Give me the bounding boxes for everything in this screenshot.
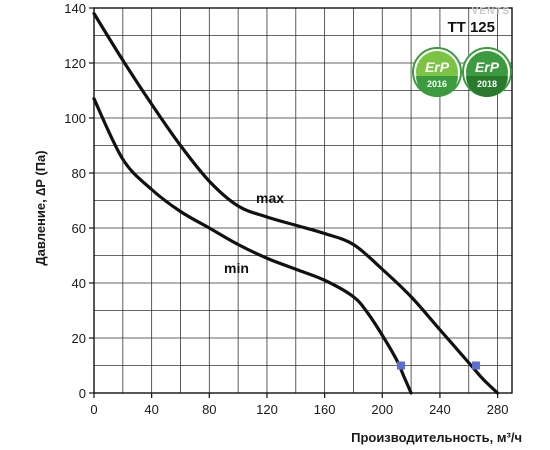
x-tick-label: 40 <box>144 402 158 417</box>
model-title: TT 125 <box>447 19 495 36</box>
x-tick-label: 160 <box>314 402 336 417</box>
erp-2018-year: 2018 <box>477 79 497 89</box>
curve-max <box>92 11 500 395</box>
x-tick-label: 280 <box>487 402 509 417</box>
erp-2016-year: 2016 <box>427 79 447 89</box>
erp-2016-badge: ErP 2016 <box>412 47 462 97</box>
x-axis-title: Производительность, м³/ч <box>351 430 522 445</box>
y-tick-label: 120 <box>64 56 86 71</box>
y-tick-label: 60 <box>72 221 86 236</box>
curves <box>92 11 500 395</box>
curve-min <box>92 97 413 395</box>
curve-label-max: max <box>256 190 284 206</box>
x-tick-label: 120 <box>256 402 278 417</box>
operating-point-min <box>397 361 406 370</box>
y-tick-label: 20 <box>72 331 86 346</box>
tick-labels: 0 40 80 120 160 200 240 280 0 20 40 60 80 100 120 140 <box>64 1 508 417</box>
erp-2018-label: ErP <box>475 59 500 75</box>
x-tick-label: 80 <box>202 402 216 417</box>
x-tick-label: 0 <box>90 402 97 417</box>
y-tick-label: 140 <box>64 1 86 16</box>
y-tick-label: 80 <box>72 166 86 181</box>
x-tick-label: 240 <box>429 402 451 417</box>
operating-point-markers <box>397 361 480 370</box>
y-axis-title: Давление, ∆P (Па) <box>33 150 48 265</box>
erp-2018-badge: ErP 2018 <box>462 47 512 97</box>
y-tick-label: 0 <box>79 386 86 401</box>
y-tick-label: 100 <box>64 111 86 126</box>
axes <box>89 7 513 398</box>
erp-2016-label: ErP <box>425 59 450 75</box>
brand-watermark: VENTS <box>472 6 510 17</box>
x-tick-label: 200 <box>371 402 393 417</box>
operating-point-max <box>471 361 480 370</box>
curve-label-min: min <box>224 260 249 276</box>
y-tick-label: 40 <box>72 276 86 291</box>
plot-frame <box>93 7 513 394</box>
